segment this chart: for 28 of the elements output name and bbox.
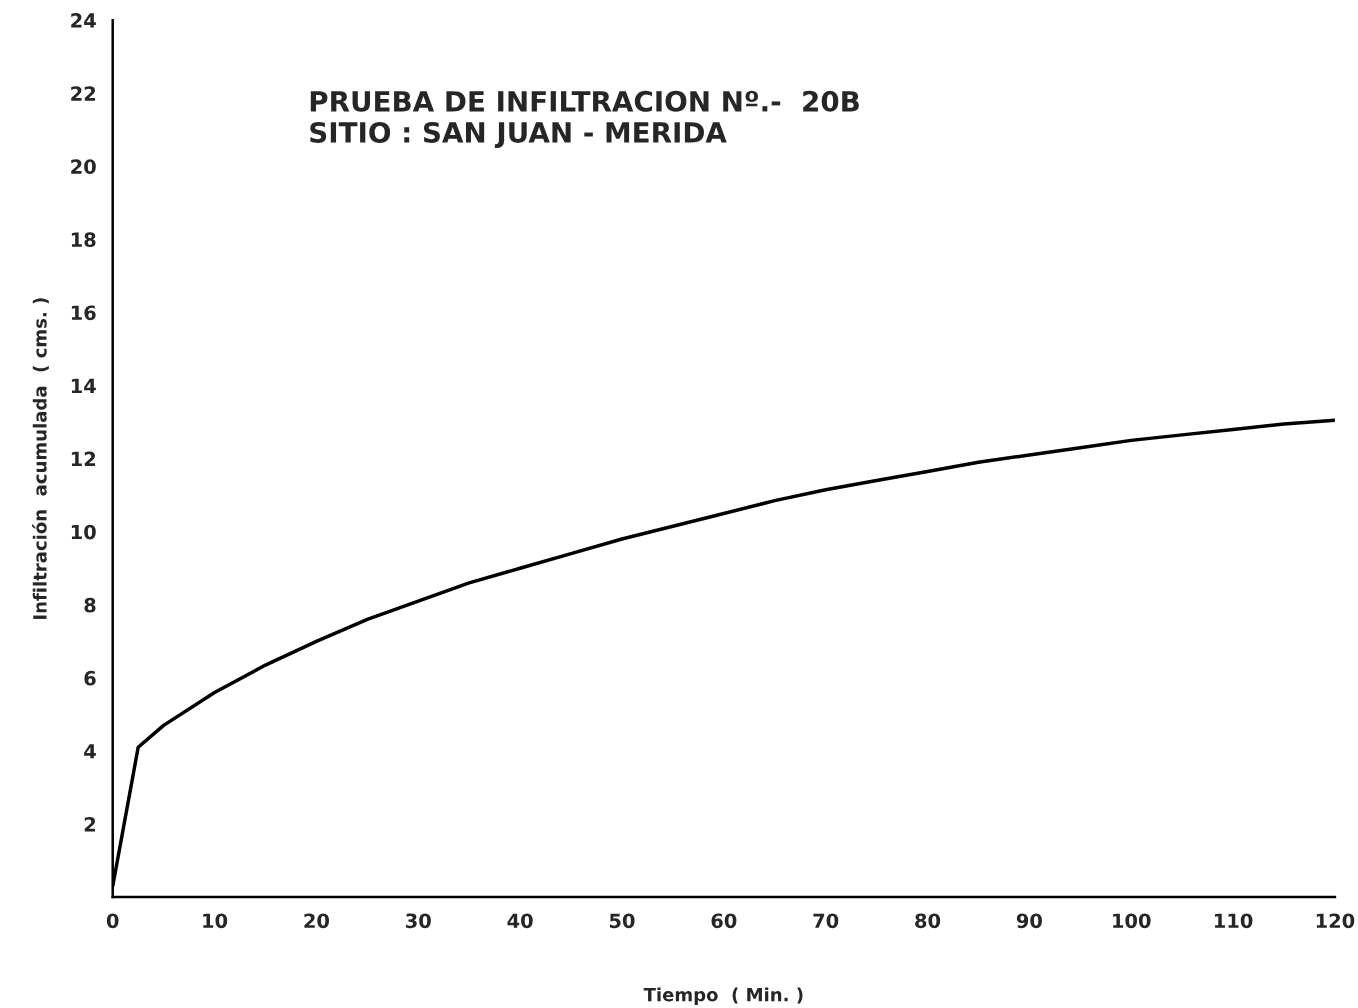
y-tick-label: 22 — [71, 86, 96, 101]
y-tick-label: 16 — [71, 305, 96, 321]
text: PRUEBA DE INFILTRACION Nº.- 20B SITIO : SAN JUAN - MERIDA — [310, 90, 859, 149]
x-tick-label: 90 — [1016, 913, 1042, 929]
x-tick-label: 60 — [711, 913, 737, 929]
y-tick-label: 14 — [71, 378, 96, 393]
y-tick-label: 8 — [84, 597, 96, 613]
x-tick-label: 30 — [406, 913, 431, 929]
y-tick-label: 24 — [71, 13, 96, 28]
y-tick-label: 10 — [71, 524, 96, 540]
x-tick-label: 40 — [507, 913, 533, 929]
y-axis-title: Infiltración acumulada ( cms. ) — [32, 298, 49, 619]
y-tick-label: 2 — [84, 817, 96, 832]
y-tick-label: 6 — [84, 670, 96, 686]
x-tick-label: 70 — [813, 913, 839, 929]
y-tick-label: 18 — [71, 232, 96, 248]
x-tick-label: 80 — [915, 913, 941, 929]
x-tick-label: 110 — [1214, 913, 1253, 929]
x-tick-label: 10 — [203, 913, 228, 929]
x-tick-label: 50 — [609, 913, 635, 929]
y-tick-label: 4 — [84, 744, 96, 759]
y-tick-label: 20 — [71, 159, 96, 174]
x-tick-label: 20 — [304, 913, 330, 929]
x-tick-label: 100 — [1113, 913, 1151, 929]
x-axis-title: Tiempo ( Min. ) — [643, 987, 803, 1005]
x-tick-label: 120 — [1316, 913, 1355, 929]
y-tick-label: 12 — [71, 451, 96, 467]
x-tick-label: 0 — [106, 913, 119, 929]
